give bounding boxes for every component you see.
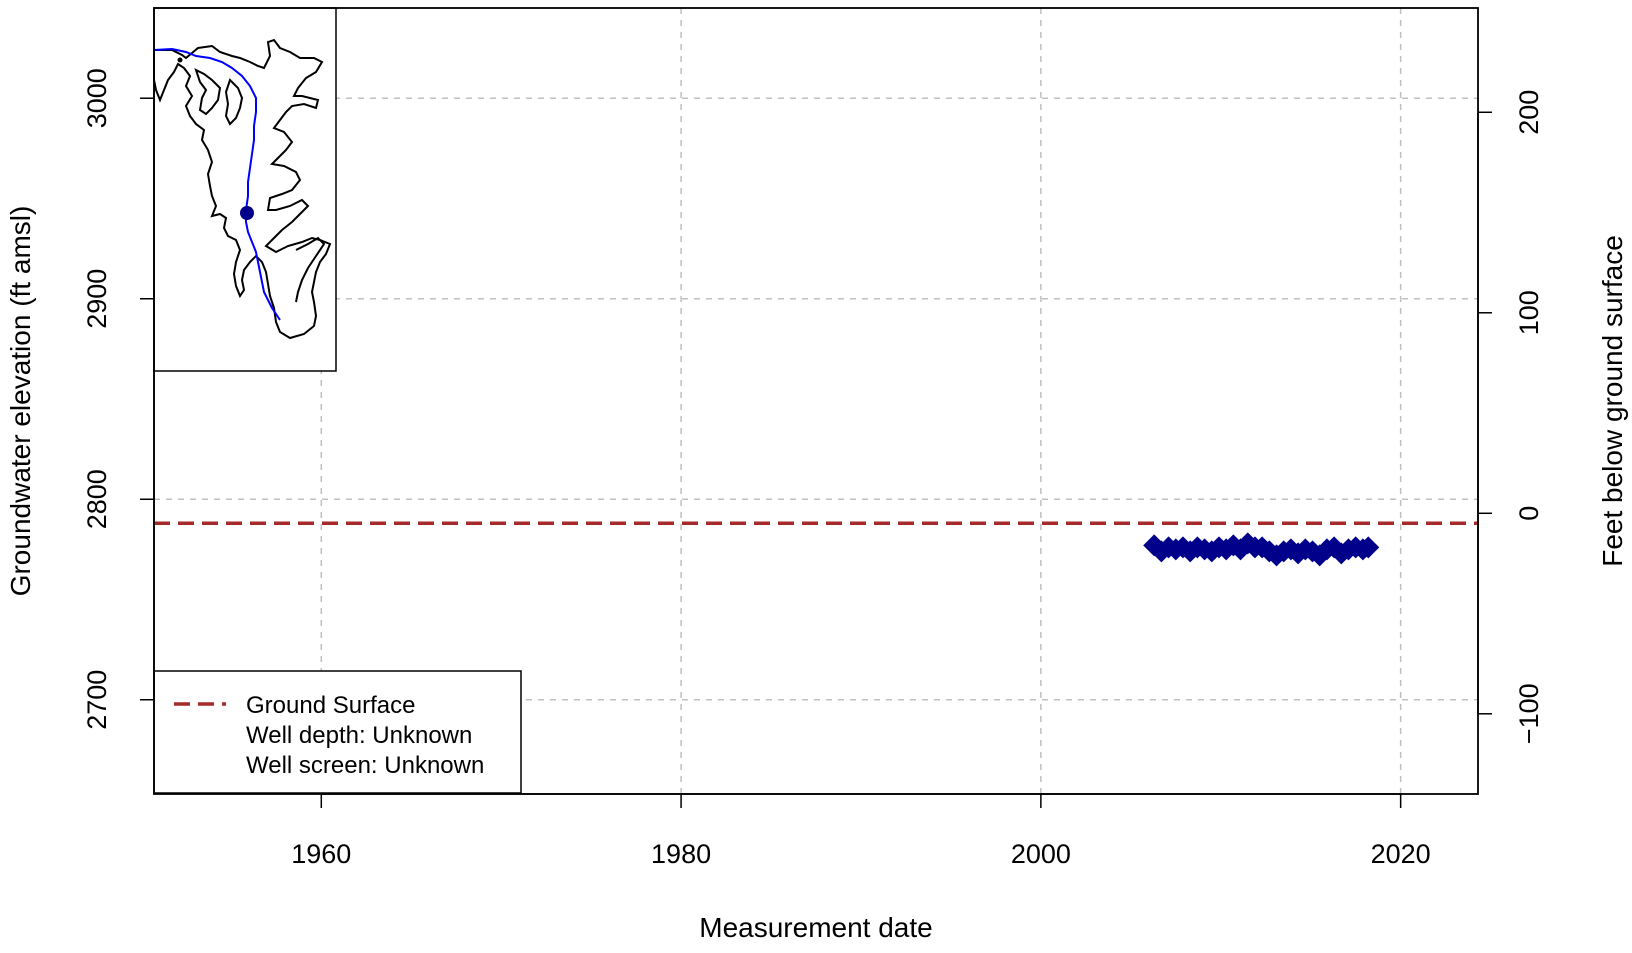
x-tick-label: 2020 bbox=[1371, 839, 1431, 869]
inset-map bbox=[153, 7, 337, 372]
right-y-tick-label: −100 bbox=[1514, 683, 1544, 744]
data-points bbox=[1143, 532, 1380, 567]
well-location-marker bbox=[240, 206, 254, 220]
inset-map-dot bbox=[177, 57, 183, 63]
y-tick-label: 2900 bbox=[82, 269, 112, 329]
right-y-tick-label: 0 bbox=[1514, 506, 1544, 521]
x-tick-label: 1960 bbox=[291, 839, 351, 869]
axes: 1960 1980 2000 2020 2700 2800 2900 3000 −100 0 100… bbox=[82, 68, 1544, 869]
y-tick-label: 3000 bbox=[82, 68, 112, 128]
right-y-axis-title: Feet below ground surface bbox=[1597, 235, 1628, 567]
legend-box bbox=[153, 670, 522, 794]
right-y-tick-label: 100 bbox=[1514, 290, 1544, 335]
legend: Ground Surface Well depth: Unknown Well … bbox=[153, 670, 522, 794]
x-tick-label: 2000 bbox=[1011, 839, 1071, 869]
legend-item-well-depth: Well depth: Unknown bbox=[246, 722, 472, 749]
basin-interior-ridge bbox=[194, 68, 222, 116]
y-tick-label: 2800 bbox=[82, 469, 112, 529]
data-point bbox=[1357, 536, 1380, 559]
y-axis-title: Groundwater elevation (ft amsl) bbox=[5, 206, 36, 597]
right-y-tick-label: 200 bbox=[1514, 90, 1544, 135]
legend-item-well-screen: Well screen: Unknown bbox=[246, 752, 484, 779]
river-line bbox=[153, 47, 281, 321]
inset-map-frame bbox=[153, 7, 337, 372]
basin-interior-spur bbox=[224, 78, 244, 126]
legend-item-ground-surface: Ground Surface bbox=[246, 692, 415, 719]
x-tick-label: 1980 bbox=[651, 839, 711, 869]
x-axis-title: Measurement date bbox=[699, 912, 932, 943]
basin-tributary bbox=[295, 236, 326, 303]
y-tick-label: 2700 bbox=[82, 670, 112, 730]
